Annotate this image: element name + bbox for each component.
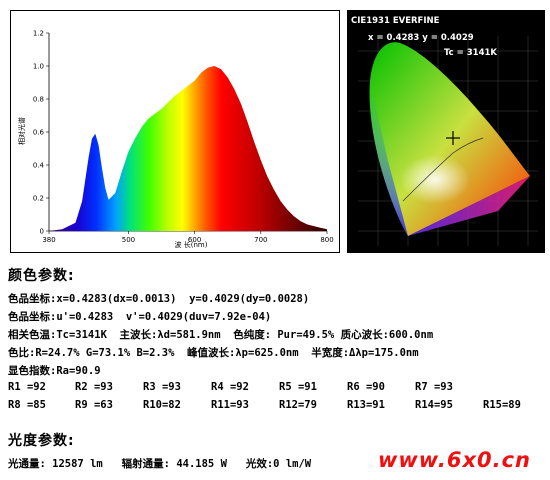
ri-value: R10=82 [143, 399, 181, 411]
ri-value: R13=91 [347, 399, 385, 411]
y-tick-label: 0 [40, 228, 44, 236]
ri-value: R1 =92 [8, 381, 46, 393]
photometric-params-title: 光度参数: [8, 433, 75, 449]
color-ratio-line: 色比:R=24.7% G=73.1% B=2.3% 峰值波长:λp=625.0n… [8, 347, 419, 359]
ri-value: R6 =90 [347, 381, 385, 393]
watermark-logo: www.6x0.cn [378, 448, 531, 472]
y-tick-label: 0.2 [33, 195, 44, 203]
ri-value: R5 =91 [279, 381, 317, 393]
ra-line: 显色指数:Ra=90.9 [8, 365, 101, 377]
cie-diagram-panel: CIE1931 EVERFINE x = 0.4283 y = 0.4029 T… [347, 10, 545, 253]
cie-diagram: CIE1931 EVERFINE x = 0.4283 y = 0.4029 T… [351, 16, 538, 246]
chromaticity-point-marker [446, 131, 460, 145]
planckian-locus [402, 137, 484, 202]
ri-value: R3 =93 [143, 381, 181, 393]
photometric-line: 光通量: 12587 lm 辐射通量: 44.185 W 光效:0 lm/W [8, 458, 312, 470]
y-tick-label: 0.8 [33, 96, 44, 104]
spectrum-chart-panel: 0 0.2 0.4 0.6 0.8 1.0 1.2 380 500 600 700 800 相对光谱 … [10, 10, 340, 253]
spectrum-area [49, 66, 327, 231]
ri-value: R15=89 [483, 399, 521, 411]
y-tick-label: 0.4 [33, 162, 45, 170]
ri-value: R8 =85 [8, 399, 46, 411]
cie-xy-annotation: x = 0.4283 y = 0.4029 [368, 33, 474, 43]
x-tick-label: 600 [188, 236, 201, 244]
x-tick-label: 700 [254, 236, 267, 244]
x-tick-label: 500 [122, 236, 135, 244]
cie-title: CIE1931 EVERFINE [351, 16, 440, 26]
y-tick-label: 0.6 [33, 129, 45, 137]
x-tick-label: 380 [42, 236, 55, 244]
x-tick-label: 800 [320, 236, 333, 244]
chromaticity-xy-line: 色品坐标:x=0.4283(dx=0.0013) y=0.4029(dy=0.0… [8, 293, 310, 305]
ri-value: R14=95 [415, 399, 453, 411]
y-tick-label: 1.0 [33, 63, 44, 71]
ri-value: R9 =63 [75, 399, 113, 411]
ri-value: R4 =92 [211, 381, 249, 393]
ri-value: R11=93 [211, 399, 249, 411]
y-tick-label: 1.2 [33, 30, 44, 38]
ri-value: R7 =93 [415, 381, 453, 393]
chromaticity-uv-line: 色品坐标:u'=0.4283 v'=0.4029(duv=7.92e-04) [8, 311, 272, 323]
y-axis-label: 相对光谱 [17, 117, 26, 145]
cct-line: 相关色温:Tc=3141K 主波长:λd=581.9nm 色纯度: Pur=49… [8, 329, 434, 341]
cie-tc-annotation: Tc = 3141K [444, 48, 497, 58]
ri-value: R2 =93 [75, 381, 113, 393]
x-axis-label: 波 长(nm) [175, 240, 208, 249]
ri-value: R12=79 [279, 399, 317, 411]
color-params-title: 颜色参数: [8, 268, 75, 284]
